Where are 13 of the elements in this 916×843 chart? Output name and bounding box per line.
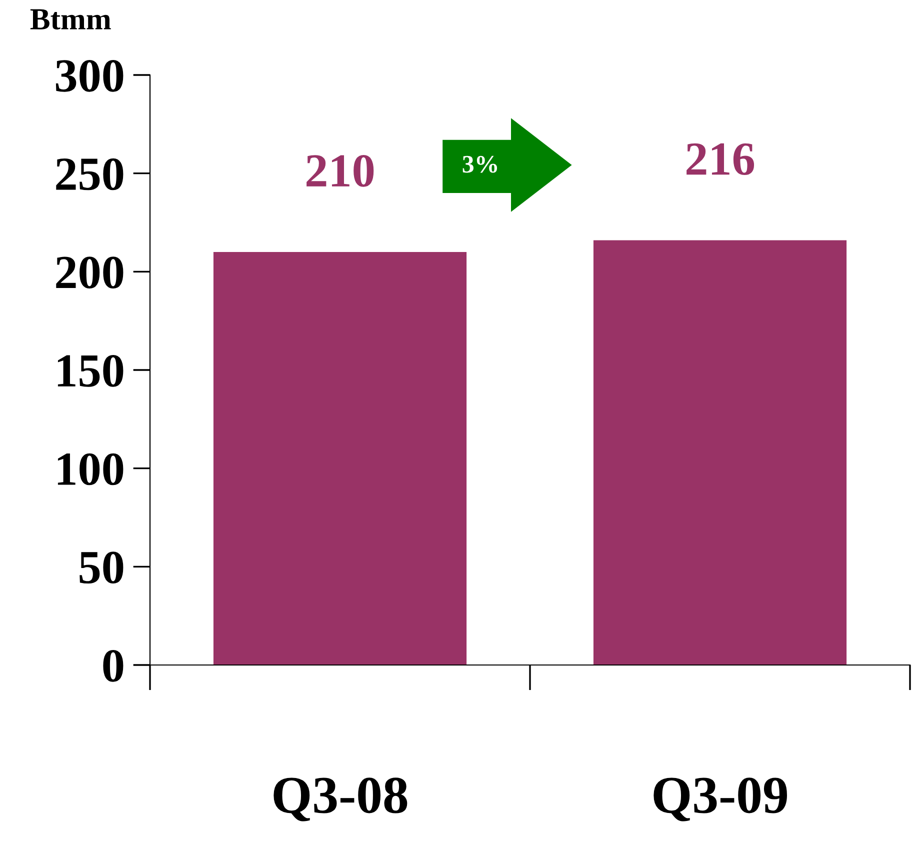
y-tick-label: 0 — [103, 650, 124, 682]
data-label: 210 — [306, 154, 374, 187]
y-tick-label: 150 — [58, 354, 124, 387]
y-tick-label: 50 — [80, 552, 124, 584]
y-tick-label: 100 — [58, 453, 124, 486]
y-axis-title: Btmm — [30, 9, 111, 30]
x-tick-label: Q3-08 — [274, 778, 408, 822]
data-label: 216 — [686, 143, 754, 176]
y-tick-label: 200 — [56, 256, 124, 289]
annotation: 3% — [462, 156, 498, 173]
y-tick-label: 300 — [56, 60, 124, 92]
x-tick-label: Q3-09 — [654, 778, 787, 822]
y-tick-label: 250 — [56, 158, 124, 190]
